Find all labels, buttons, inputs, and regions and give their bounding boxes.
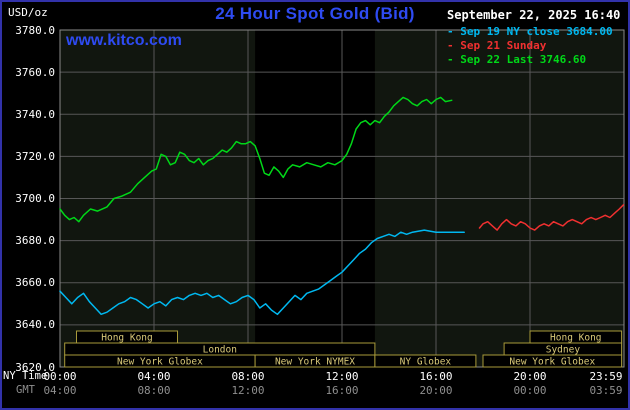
x-tick-ny-time: 12:00 bbox=[325, 370, 359, 383]
x-tick-gmt: 08:00 bbox=[137, 384, 171, 397]
x-tick-gmt: 20:00 bbox=[419, 384, 453, 397]
x-tick-ny-time: 16:00 bbox=[419, 370, 453, 383]
session-label: NY Globex bbox=[400, 357, 452, 368]
x-tick-ny-time: 08:00 bbox=[231, 370, 265, 383]
session-label: London bbox=[203, 345, 237, 356]
sep22-line bbox=[59, 96, 453, 223]
y-tick-label: 3760.0 bbox=[15, 65, 55, 79]
x-tick-ny-time: 20:00 bbox=[513, 370, 547, 383]
kitco-watermark: www.kitco.com bbox=[66, 32, 182, 49]
session-box bbox=[374, 354, 477, 368]
x-tick-gmt: 12:00 bbox=[231, 384, 265, 397]
chart-title: 24 Hour Spot Gold (Bid) bbox=[215, 4, 415, 23]
legend-panel: September 22, 2025 16:40 - Sep 19 NY clo… bbox=[447, 8, 620, 67]
x-tick-gmt: 03:59 bbox=[589, 384, 623, 397]
y-tick-label: 3700.0 bbox=[15, 192, 55, 205]
y-tick-label: 3740.0 bbox=[15, 107, 55, 121]
x-tick-ny-time: 00:00 bbox=[43, 370, 77, 383]
y-tick-label: 3640.0 bbox=[15, 318, 55, 332]
price-unit-label: USD/oz bbox=[8, 6, 48, 19]
legend-item: - Sep 19 NY close 3684.00 bbox=[447, 25, 613, 38]
legend-item: - Sep 21 Sunday bbox=[447, 39, 547, 52]
session-label: Sydney bbox=[546, 345, 581, 356]
datetime-label: September 22, 2025 16:40 bbox=[447, 8, 621, 22]
y-tick-label: 3780.0 bbox=[15, 23, 55, 37]
x-tick-gmt: 04:00 bbox=[43, 384, 77, 397]
y-tick-label: 3680.0 bbox=[15, 234, 55, 248]
y-tick-label: 3620.0 bbox=[15, 360, 55, 374]
session-label: New York Globex bbox=[117, 357, 203, 368]
series-legend: - Sep 19 NY close 3684.00- Sep 21 Sunday… bbox=[447, 25, 620, 67]
x-tick-gmt: 16:00 bbox=[325, 384, 359, 397]
session-label: Hong Kong bbox=[550, 333, 601, 344]
session-label: New York NYMEX bbox=[275, 357, 355, 368]
sep21-line bbox=[478, 204, 625, 231]
x-tick-ny-time: 23:59 bbox=[589, 370, 623, 383]
ny-time-axis-label: NY Time bbox=[3, 370, 48, 382]
session-box bbox=[482, 354, 623, 368]
x-tick-gmt: 00:00 bbox=[513, 384, 547, 397]
gmt-axis-label: GMT bbox=[16, 384, 35, 396]
legend-item: - Sep 22 Last 3746.60 bbox=[447, 53, 587, 66]
y-tick-label: 3720.0 bbox=[15, 149, 55, 163]
y-tick-label: 3660.0 bbox=[15, 276, 55, 290]
x-tick-ny-time: 04:00 bbox=[137, 370, 171, 383]
session-label: Hong Kong bbox=[101, 333, 152, 344]
sep19-line bbox=[59, 229, 465, 316]
session-label: New York Globex bbox=[509, 357, 595, 368]
